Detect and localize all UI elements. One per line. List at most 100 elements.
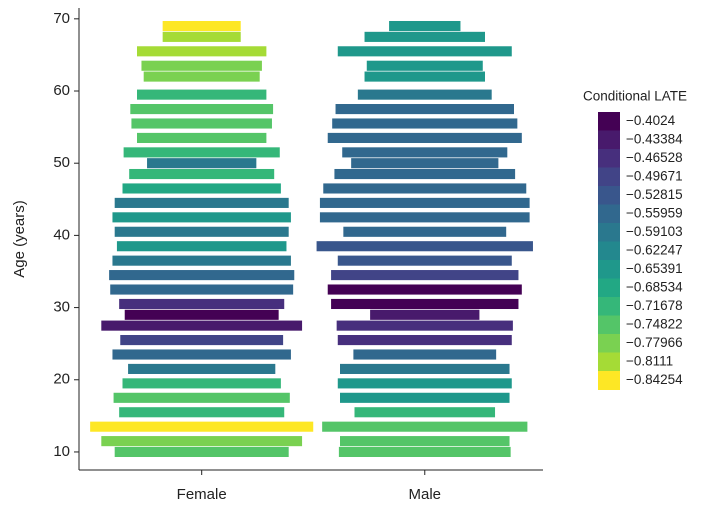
bar: [112, 255, 291, 266]
legend-swatch: [598, 112, 620, 131]
bar: [122, 183, 281, 194]
legend-swatch: [598, 352, 620, 372]
bar: [366, 60, 483, 71]
bar: [327, 284, 522, 295]
bar: [322, 421, 528, 432]
legend-label: −0.74822: [626, 316, 683, 331]
bar: [124, 309, 279, 320]
bar: [119, 407, 285, 418]
bar: [364, 71, 485, 82]
bar: [112, 212, 291, 223]
legend-swatch: [598, 241, 620, 261]
legend-swatch: [598, 130, 620, 150]
bar: [319, 197, 530, 208]
x-tick-label: Male: [409, 486, 442, 503]
bar: [162, 31, 241, 42]
legend-swatch: [598, 371, 620, 390]
bar: [327, 132, 522, 143]
y-tick-label: 20: [53, 371, 70, 388]
y-axis-label: Age (years): [11, 200, 28, 278]
legend-title: Conditional LATE: [583, 89, 687, 104]
legend-swatch: [598, 186, 620, 205]
bar: [340, 436, 510, 447]
bar: [389, 20, 461, 32]
bar: [332, 118, 518, 129]
bar: [122, 378, 281, 389]
bar: [343, 226, 507, 237]
legend-label: −0.84254: [626, 372, 683, 387]
bar: [90, 421, 314, 432]
legend-label: −0.71678: [626, 298, 683, 313]
bar: [353, 349, 497, 360]
bar: [123, 147, 280, 158]
legend-label: −0.43384: [626, 131, 683, 146]
legend-label: −0.4024: [626, 113, 676, 128]
bar: [351, 158, 499, 169]
bar: [147, 158, 257, 169]
bar: [337, 46, 512, 57]
legend-label: −0.77966: [626, 335, 683, 350]
x-tick-label: Female: [177, 486, 227, 503]
bar: [120, 335, 284, 346]
y-tick-label: 40: [53, 226, 70, 243]
legend-label: −0.52815: [626, 187, 683, 202]
legend-swatch: [598, 315, 620, 335]
bar: [137, 132, 267, 143]
bar: [114, 197, 289, 208]
bar: [114, 446, 289, 458]
bar: [337, 378, 512, 389]
bar: [131, 118, 272, 129]
legend-swatch: [598, 334, 620, 353]
legend-label: −0.65391: [626, 261, 683, 276]
bar: [128, 363, 276, 374]
bar: [340, 392, 510, 403]
bar: [319, 212, 530, 223]
bar: [334, 168, 516, 180]
legend-label: −0.68534: [626, 279, 683, 294]
legend-label: −0.55959: [626, 205, 683, 220]
bar: [316, 241, 533, 252]
y-tick-label: 60: [53, 82, 70, 99]
legend-swatch: [598, 223, 620, 242]
legend-label: −0.49671: [626, 168, 683, 183]
bar: [113, 392, 290, 403]
legend-swatch: [598, 167, 620, 187]
bar: [354, 407, 496, 418]
bar: [340, 363, 510, 374]
legend-label: −0.62247: [626, 242, 683, 257]
bar: [338, 446, 511, 458]
bar: [141, 60, 262, 71]
legend-swatch: [598, 297, 620, 316]
bar: [101, 320, 303, 331]
legend-label: −0.46528: [626, 150, 683, 165]
bar: [137, 46, 267, 57]
legend-label: −0.8111: [626, 353, 673, 368]
bar: [323, 183, 527, 194]
bar: [342, 147, 508, 158]
bar: [129, 168, 275, 180]
bar: [364, 31, 485, 42]
bar: [370, 309, 480, 320]
bar: [331, 270, 519, 281]
bar: [116, 241, 287, 252]
bar: [137, 89, 267, 100]
bar: [114, 226, 289, 237]
y-tick-label: 10: [53, 443, 70, 460]
y-tick-label: 30: [53, 299, 70, 316]
y-tick-label: 70: [53, 10, 70, 27]
bar: [110, 284, 294, 295]
bar: [130, 104, 274, 115]
bar: [101, 436, 303, 447]
legend-swatch: [598, 204, 620, 224]
legend-label: −0.59103: [626, 224, 683, 239]
bar: [112, 349, 291, 360]
bar: [143, 71, 260, 82]
bar: [109, 270, 295, 281]
bar: [357, 89, 492, 100]
bar: [162, 20, 241, 32]
bar: [337, 255, 512, 266]
bar: [119, 298, 285, 310]
legend-swatch: [598, 278, 620, 298]
bar: [336, 320, 513, 331]
